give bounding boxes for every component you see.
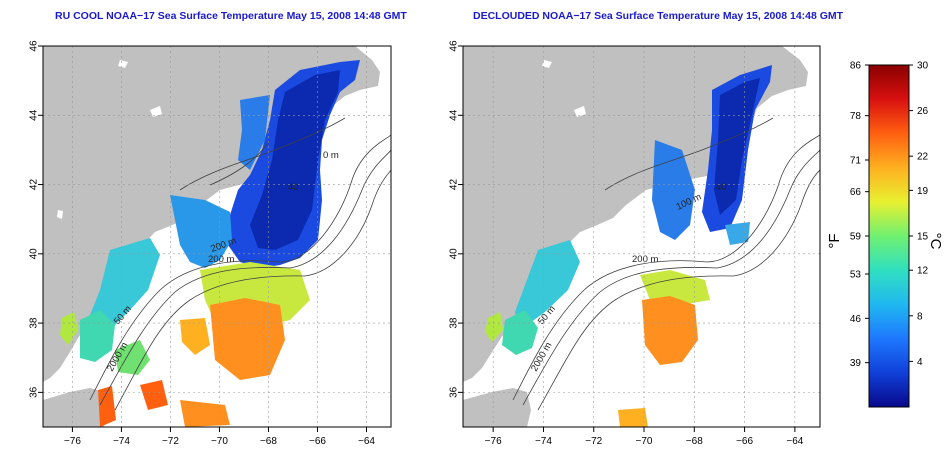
lat-tick-label: 46: [449, 40, 460, 52]
lon-tick-label: −64: [786, 436, 803, 447]
f-tick-label: 39: [850, 358, 862, 369]
lon-tick-label: −68: [260, 436, 277, 447]
bathymetry-contours: [89, 117, 391, 411]
c-tick-label: 4: [917, 357, 923, 368]
contour-label: 40: [288, 182, 299, 193]
lon-tick-label: −68: [686, 436, 703, 447]
lake: [542, 60, 552, 68]
c-tick-label: 22: [917, 152, 929, 163]
c-tick-label: 26: [917, 106, 929, 117]
sst-patch: [180, 400, 230, 427]
land-mass-south: [43, 388, 108, 427]
lat-tick-label: 40: [449, 248, 460, 260]
sst-patch: [515, 240, 580, 330]
lat-tick-label: 44: [29, 109, 40, 121]
lat-tick-label: 38: [449, 317, 460, 329]
lat-tick-label: 36: [449, 386, 460, 398]
lon-tick-label: −66: [736, 436, 753, 447]
sst-patch: [238, 95, 270, 170]
sst-patch: [170, 195, 232, 268]
bathymetry-contours: [512, 117, 820, 411]
right-map-title: DECLOUDED NOAA−17 Sea Surface Temperatur…: [473, 10, 844, 22]
sst-patch: [140, 380, 168, 410]
lon-tick-label: −72: [585, 436, 602, 447]
sst-patch: [652, 140, 695, 240]
sst-patch: [180, 318, 210, 355]
sst-patch: [725, 222, 750, 245]
sst-patch: [88, 238, 160, 340]
lake: [574, 106, 586, 117]
f-tick-label: 46: [850, 314, 862, 325]
lat-tick-label: 42: [29, 179, 40, 191]
lat-tick-label: 36: [29, 386, 40, 398]
sst-patch: [250, 70, 340, 250]
sst-patch: [618, 408, 648, 427]
celsius-label: °C: [927, 233, 944, 250]
f-tick-label: 66: [850, 187, 862, 198]
colorbar-scale: [868, 64, 910, 408]
sst-patch: [98, 386, 116, 427]
sst-patch: [714, 78, 760, 215]
sst-patch: [485, 312, 503, 342]
sst-patch: [115, 340, 150, 375]
left-map-title: RU COOL NOAA−17 Sea Surface Temperature …: [55, 10, 407, 22]
sst-patch: [60, 312, 78, 345]
lake: [57, 210, 63, 219]
contour-label: 40: [716, 182, 727, 193]
temperature-colorbar: 86 78 71 66 59 53 46 39 30 26 22 19 15 12 8 4 °F °C: [826, 61, 944, 408]
c-tick-label: 12: [917, 266, 929, 277]
f-tick-label: 53: [850, 270, 862, 281]
sst-patch: [502, 310, 538, 355]
lat-lon-grid: [43, 46, 391, 427]
f-tick-label: 86: [850, 61, 862, 72]
lat-tick-label: 40: [29, 248, 40, 260]
sst-patch: [642, 296, 698, 365]
f-tick-label: 71: [850, 156, 862, 167]
contour-label: 200 m: [208, 254, 234, 265]
lon-tick-label: −64: [358, 436, 375, 447]
lon-tick-label: −70: [636, 436, 653, 447]
map-frame: [42, 45, 392, 428]
c-tick-label: 8: [917, 311, 923, 322]
f-tick-label: 59: [850, 232, 862, 243]
lon-tick-label: −76: [485, 436, 502, 447]
lon-tick-label: −70: [211, 436, 228, 447]
lat-tick-label: 46: [29, 40, 40, 52]
sst-patch: [210, 298, 285, 380]
lon-tick-label: −74: [113, 436, 130, 447]
c-tick-label: 15: [917, 232, 929, 243]
left-sst-map: 200 m 2000 m 50 m 200 m 40 0 m −76 −74 −72…: [29, 40, 392, 447]
contour-label: 200 m: [632, 254, 658, 265]
c-tick-label: 30: [917, 61, 929, 72]
axis-ticks: −76 −74 −72 −70 −68 −66 −64 36 38 40 42 44 46: [29, 40, 376, 447]
f-tick-label: 78: [850, 111, 862, 122]
axis-ticks: −76 −74 −72 −70 −68 −66 −64 36 38 40 42 44 46: [449, 40, 804, 447]
lake: [118, 60, 128, 68]
right-sst-map: 200 m 2000 m 50 m 100 m 40 −76 −74 −72 −70−…: [449, 40, 821, 447]
lon-tick-label: −72: [162, 436, 179, 447]
lat-tick-label: 38: [29, 317, 40, 329]
lon-tick-label: −76: [64, 436, 81, 447]
lat-tick-label: 44: [449, 109, 460, 121]
lon-tick-label: −74: [535, 436, 552, 447]
fahrenheit-label: °F: [826, 233, 843, 248]
sst-patch: [640, 270, 710, 305]
lon-tick-label: −66: [309, 436, 326, 447]
map-frame: [462, 45, 821, 428]
lat-lon-grid: [463, 46, 820, 427]
contour-label: 0 m: [323, 150, 339, 161]
c-tick-label: 19: [917, 186, 929, 197]
lat-tick-label: 42: [449, 179, 460, 191]
lake: [150, 106, 162, 117]
